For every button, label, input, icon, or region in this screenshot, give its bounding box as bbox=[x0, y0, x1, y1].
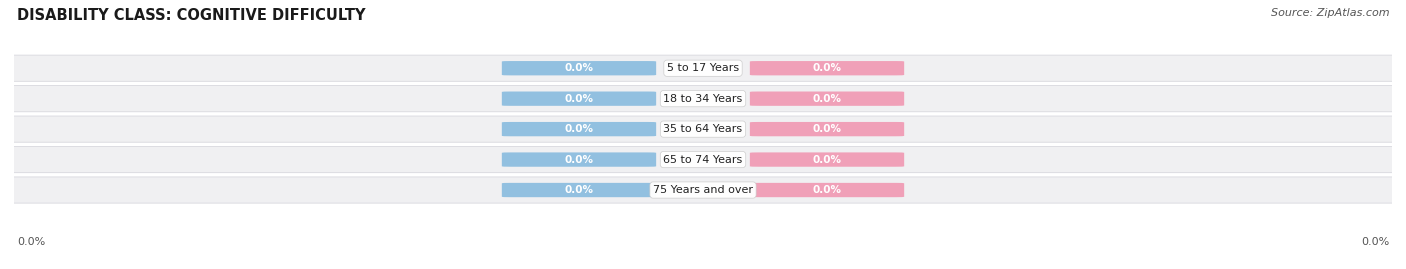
Text: 0.0%: 0.0% bbox=[564, 185, 593, 195]
FancyBboxPatch shape bbox=[502, 61, 657, 75]
FancyBboxPatch shape bbox=[749, 91, 904, 106]
Text: 0.0%: 0.0% bbox=[813, 124, 842, 134]
Text: 65 to 74 Years: 65 to 74 Years bbox=[664, 155, 742, 165]
Text: 0.0%: 0.0% bbox=[564, 155, 593, 165]
Legend: Male, Female: Male, Female bbox=[634, 264, 772, 269]
FancyBboxPatch shape bbox=[0, 55, 1406, 81]
FancyBboxPatch shape bbox=[749, 183, 904, 197]
Text: 0.0%: 0.0% bbox=[813, 155, 842, 165]
FancyBboxPatch shape bbox=[0, 116, 1406, 142]
Text: Source: ZipAtlas.com: Source: ZipAtlas.com bbox=[1271, 8, 1389, 18]
FancyBboxPatch shape bbox=[502, 153, 657, 167]
Text: 0.0%: 0.0% bbox=[564, 124, 593, 134]
FancyBboxPatch shape bbox=[0, 147, 1406, 173]
FancyBboxPatch shape bbox=[502, 183, 657, 197]
Text: 0.0%: 0.0% bbox=[813, 94, 842, 104]
FancyBboxPatch shape bbox=[0, 86, 1406, 112]
Text: 75 Years and over: 75 Years and over bbox=[652, 185, 754, 195]
Text: 0.0%: 0.0% bbox=[1361, 238, 1389, 247]
Text: 35 to 64 Years: 35 to 64 Years bbox=[664, 124, 742, 134]
Text: 0.0%: 0.0% bbox=[813, 63, 842, 73]
FancyBboxPatch shape bbox=[502, 91, 657, 106]
FancyBboxPatch shape bbox=[749, 153, 904, 167]
Text: 5 to 17 Years: 5 to 17 Years bbox=[666, 63, 740, 73]
Text: 0.0%: 0.0% bbox=[564, 94, 593, 104]
FancyBboxPatch shape bbox=[502, 122, 657, 136]
FancyBboxPatch shape bbox=[749, 122, 904, 136]
Text: 0.0%: 0.0% bbox=[17, 238, 45, 247]
Text: 0.0%: 0.0% bbox=[564, 63, 593, 73]
Text: 0.0%: 0.0% bbox=[813, 185, 842, 195]
Text: 18 to 34 Years: 18 to 34 Years bbox=[664, 94, 742, 104]
Text: DISABILITY CLASS: COGNITIVE DIFFICULTY: DISABILITY CLASS: COGNITIVE DIFFICULTY bbox=[17, 8, 366, 23]
FancyBboxPatch shape bbox=[749, 61, 904, 75]
FancyBboxPatch shape bbox=[0, 177, 1406, 203]
